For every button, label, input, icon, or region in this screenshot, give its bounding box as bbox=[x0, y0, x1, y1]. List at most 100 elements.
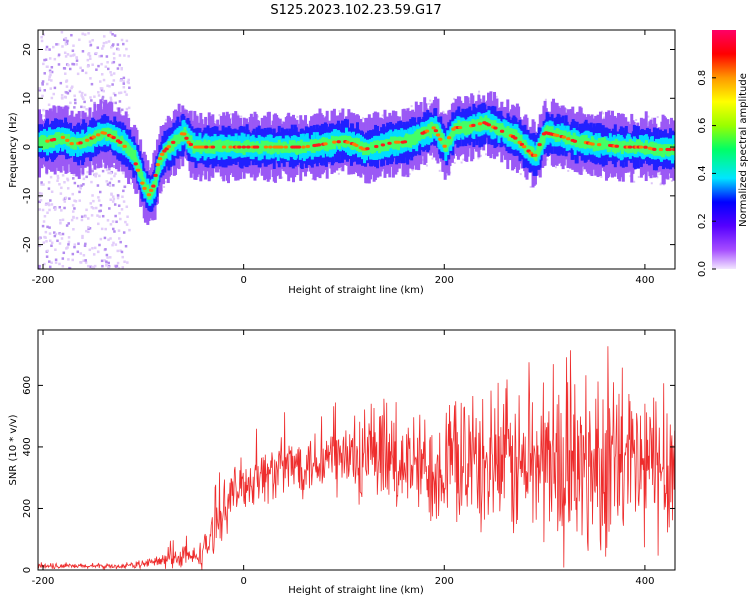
noise-point bbox=[97, 250, 100, 254]
noise-point bbox=[83, 33, 87, 36]
noise-point bbox=[97, 199, 101, 202]
noise-point bbox=[67, 243, 70, 246]
ridge-peak bbox=[387, 141, 392, 145]
noise-point bbox=[90, 214, 94, 217]
noise-point bbox=[77, 242, 80, 245]
noise-point bbox=[85, 229, 88, 233]
noise-point bbox=[122, 86, 126, 89]
noise-point bbox=[122, 76, 126, 80]
noise-point bbox=[95, 164, 98, 168]
noise-point bbox=[97, 64, 100, 68]
noise-point bbox=[112, 72, 116, 75]
noise-point bbox=[52, 45, 55, 49]
noise-point bbox=[429, 99, 432, 102]
ridge-peak bbox=[477, 122, 483, 126]
noise-point bbox=[81, 173, 84, 177]
ridge-peak bbox=[228, 145, 233, 149]
noise-point bbox=[50, 96, 54, 100]
noise-point bbox=[103, 259, 106, 262]
noise-point bbox=[100, 87, 104, 90]
noise-point bbox=[87, 264, 90, 268]
ridge-peak bbox=[146, 193, 152, 197]
noise-point bbox=[102, 78, 106, 82]
ridge-band bbox=[154, 175, 158, 187]
noise-point bbox=[93, 264, 97, 268]
noise-point bbox=[529, 185, 532, 188]
noise-point bbox=[117, 267, 121, 269]
noise-point bbox=[49, 175, 53, 179]
noise-point bbox=[105, 253, 109, 257]
noise-point bbox=[38, 264, 41, 268]
noise-point bbox=[47, 187, 51, 190]
noise-point bbox=[116, 249, 119, 253]
noise-point bbox=[281, 176, 284, 179]
noise-point bbox=[81, 234, 84, 238]
noise-point bbox=[112, 197, 116, 201]
noise-point bbox=[70, 85, 74, 89]
noise-point bbox=[337, 172, 340, 175]
noise-point bbox=[59, 81, 63, 85]
noise-point bbox=[119, 249, 122, 252]
noise-point bbox=[81, 236, 84, 240]
noise-point bbox=[65, 80, 68, 83]
noise-point bbox=[602, 112, 605, 115]
noise-point bbox=[425, 164, 428, 167]
noise-point bbox=[109, 223, 113, 226]
noise-point bbox=[113, 34, 117, 37]
noise-point bbox=[339, 168, 342, 171]
noise-point bbox=[72, 173, 76, 176]
noise-point bbox=[60, 237, 64, 240]
noise-point bbox=[73, 243, 77, 246]
noise-point bbox=[101, 47, 104, 50]
noise-point bbox=[96, 214, 99, 217]
ridge-peak bbox=[590, 142, 595, 146]
noise-point bbox=[111, 243, 114, 247]
noise-point bbox=[102, 89, 105, 93]
noise-point bbox=[118, 63, 121, 67]
noise-point bbox=[102, 41, 106, 45]
noise-point bbox=[88, 248, 92, 252]
ridge-peak bbox=[155, 163, 160, 167]
ridge-peak bbox=[157, 156, 163, 161]
noise-point bbox=[67, 236, 71, 239]
noise-point bbox=[90, 99, 93, 102]
noise-point bbox=[88, 40, 92, 43]
noise-point bbox=[116, 261, 120, 265]
y-tick-label: -10 bbox=[22, 188, 33, 204]
noise-point bbox=[106, 256, 109, 259]
noise-point bbox=[66, 187, 70, 190]
y-tick-label: 400 bbox=[22, 437, 33, 456]
x-tick-label: 400 bbox=[635, 275, 654, 286]
ridge-band bbox=[600, 137, 604, 148]
noise-point bbox=[110, 73, 113, 77]
noise-point bbox=[107, 171, 110, 175]
noise-point bbox=[80, 105, 83, 109]
x-tick-label: 0 bbox=[240, 576, 246, 587]
noise-point bbox=[62, 251, 66, 255]
ridge-peak bbox=[184, 136, 189, 140]
noise-point bbox=[83, 244, 87, 248]
noise-point bbox=[78, 38, 81, 42]
noise-point bbox=[442, 111, 445, 114]
noise-point bbox=[462, 158, 465, 161]
noise-point bbox=[73, 181, 77, 185]
colorbar-tick-label: 0.6 bbox=[697, 118, 708, 134]
noise-point bbox=[48, 208, 51, 212]
noise-point bbox=[91, 265, 95, 269]
noise-point bbox=[112, 43, 115, 46]
noise-point bbox=[86, 114, 90, 118]
noise-point bbox=[49, 73, 52, 77]
noise-point bbox=[114, 93, 117, 97]
ridge-peak bbox=[296, 145, 302, 149]
noise-point bbox=[126, 261, 129, 264]
noise-point bbox=[220, 176, 223, 179]
noise-point bbox=[112, 57, 116, 60]
noise-point bbox=[111, 44, 114, 48]
ridge-peak bbox=[643, 145, 648, 149]
noise-point bbox=[116, 196, 120, 200]
noise-point bbox=[56, 239, 59, 243]
spectrogram-marks bbox=[38, 30, 675, 269]
noise-point bbox=[46, 249, 49, 253]
noise-point bbox=[66, 92, 70, 95]
noise-point bbox=[121, 255, 124, 259]
